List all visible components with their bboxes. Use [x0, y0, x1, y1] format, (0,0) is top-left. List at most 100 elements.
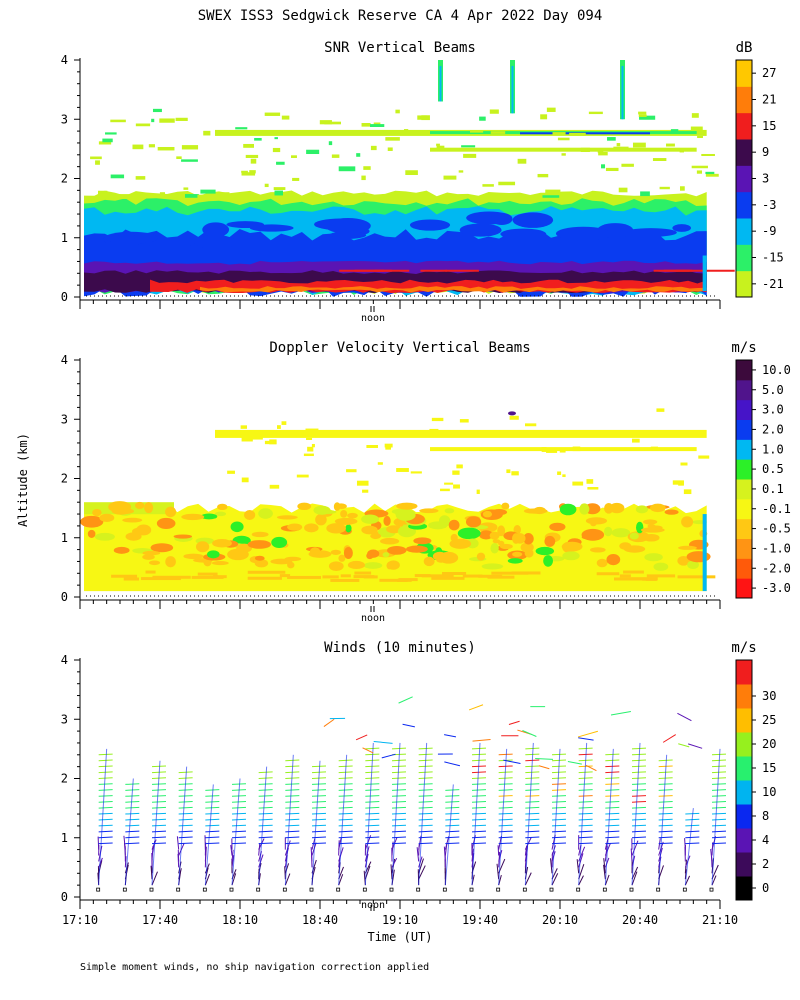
doppler-patch: [195, 541, 210, 553]
doppler-colorbar-label: -0.5: [762, 522, 791, 536]
doppler-patch: [340, 509, 348, 518]
doppler-speck: [277, 425, 281, 429]
wind-barb: [498, 753, 513, 756]
doppler-speck: [562, 474, 566, 478]
wind-barb: [498, 795, 513, 797]
doppler-colorbar-label: -3.0: [762, 581, 791, 595]
doppler-ytick-label: 3: [61, 412, 68, 426]
doppler-patch: [330, 549, 342, 555]
winds-colorbar-label: 8: [762, 809, 769, 823]
wind-barb: [497, 845, 500, 856]
wind-barb: [231, 801, 247, 803]
wind-barb: [338, 801, 353, 803]
snr-ytick-label: 2: [61, 172, 68, 186]
wind-barb: [605, 830, 620, 833]
doppler-speck: [307, 446, 314, 452]
wind-barb: [391, 806, 407, 809]
wind-barb: [176, 836, 180, 850]
wind-barb: [391, 836, 407, 839]
wind-upper-barb: [577, 730, 599, 738]
snr-speck: [183, 187, 189, 190]
doppler-patch: [535, 546, 555, 556]
doppler-patch: [309, 547, 321, 556]
wind-upper-barb: [538, 765, 550, 770]
doppler-patch: [512, 533, 521, 544]
snr-speck: [200, 189, 216, 194]
winds-x-ticklabels: 17:10 17:40 18:10 18:40 19:10 19:40 20:10 20:40…: [62, 913, 738, 927]
wind-barb: [524, 872, 532, 886]
wind-barb: [338, 818, 353, 821]
wind-staff: [551, 748, 561, 886]
doppler-speck: [384, 443, 393, 448]
doppler-patch: [211, 560, 229, 566]
snr-noon-label: noon: [361, 313, 385, 324]
wind-barb: [365, 830, 380, 833]
winds-ytick-label: 1: [61, 831, 68, 845]
doppler-patch: [251, 531, 269, 538]
wind-barb: [125, 801, 140, 803]
wind-staff: [444, 784, 454, 886]
wind-barb: [258, 795, 273, 797]
snr-speck: [588, 111, 603, 115]
wind-staff: [604, 748, 614, 886]
wind-barb: [605, 801, 620, 803]
wind-upper-barb: [468, 704, 484, 711]
snr-speck: [652, 158, 667, 161]
wind-barb: [258, 854, 264, 868]
doppler-lowpatch: [421, 574, 454, 578]
doppler-patch: [647, 524, 656, 529]
wind-barb: [471, 806, 487, 809]
snr-speck: [542, 195, 560, 198]
snr-speck: [324, 121, 342, 125]
wind-barb: [498, 812, 513, 815]
snr-patch: [325, 218, 371, 234]
wind-barb: [631, 830, 647, 833]
doppler-speck: [650, 446, 658, 450]
snr-colorbar-swatch: [736, 191, 752, 219]
wind-barb: [711, 789, 727, 791]
wind-barb: [258, 801, 273, 803]
wind-barb: [418, 789, 433, 791]
doppler-patch: [640, 527, 665, 533]
doppler-speck: [305, 428, 319, 433]
footnote: Simple moment winds, no ship navigation …: [80, 962, 429, 973]
wind-barb: [631, 789, 647, 791]
wind-upper-barb: [373, 740, 393, 744]
wind-barb: [151, 812, 167, 815]
wind-staff: [231, 778, 241, 886]
doppler-patch: [142, 554, 155, 560]
winds-colorbar-label: 25: [762, 713, 776, 727]
wind-barb: [605, 795, 620, 797]
doppler-speck: [672, 480, 684, 485]
doppler-patch: [87, 529, 96, 539]
wind-barb: [445, 818, 460, 821]
wind-missing-marker: [122, 887, 127, 892]
doppler-speck: [377, 462, 383, 465]
wind-profile: [229, 778, 247, 892]
wind-barb: [578, 806, 593, 809]
wind-barb: [445, 806, 460, 809]
snr-speck: [561, 153, 566, 156]
doppler-patch: [363, 562, 383, 569]
wind-barb: [578, 830, 593, 833]
doppler-speck: [269, 439, 277, 445]
wind-barb: [285, 836, 300, 839]
wind-profile: [309, 760, 327, 892]
doppler-colorbar: -3.0 -2.0 -1.0 -0.5 -0.1 0.1 0.5 1.0 2.0 3.0 5.0 10…: [735, 359, 791, 599]
winds-colorbar-frame: [735, 659, 753, 901]
doppler-patch: [549, 522, 566, 532]
wind-barb: [578, 747, 593, 750]
wind-barb: [445, 789, 460, 791]
doppler-patch: [585, 517, 608, 525]
snr-patch: [517, 213, 535, 228]
wind-barb: [525, 795, 540, 797]
wind-barb: [230, 844, 233, 856]
doppler-patch: [491, 509, 508, 516]
doppler-lowpatch: [287, 575, 321, 579]
doppler-colorbar-swatch: [736, 498, 752, 520]
doppler-patch: [678, 545, 697, 550]
wind-barb: [98, 789, 113, 791]
wind-profile: [96, 748, 113, 892]
snr-ytick-label: 4: [61, 53, 68, 67]
wind-staff: [711, 748, 721, 886]
